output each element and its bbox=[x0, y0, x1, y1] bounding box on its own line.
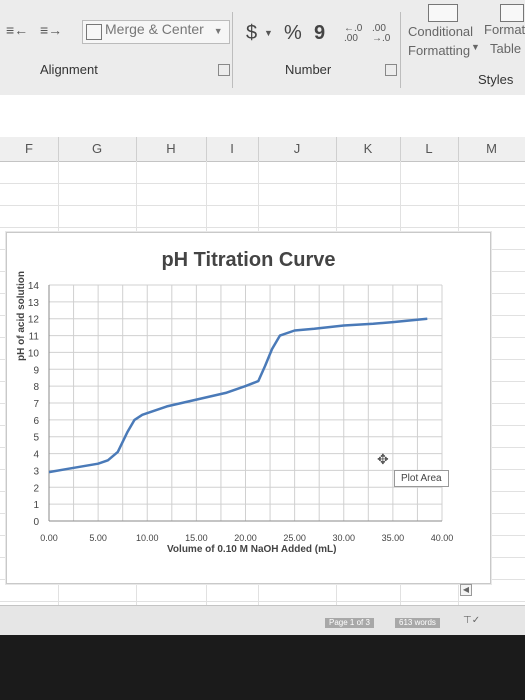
y-tick-label: 0 bbox=[33, 517, 39, 528]
series-line bbox=[48, 317, 428, 474]
alignment-launcher-icon[interactable] bbox=[218, 64, 230, 76]
x-axis-label[interactable]: Volume of 0.10 M NaOH Added (mL) bbox=[167, 544, 337, 555]
chevron-down-icon[interactable]: ▼ bbox=[471, 42, 480, 52]
accessibility-icon[interactable]: ⊤✓ bbox=[463, 615, 481, 626]
column-header-m[interactable]: M bbox=[458, 137, 525, 161]
x-tick-label: 40.00 bbox=[431, 533, 454, 543]
y-tick-label: 2 bbox=[33, 483, 39, 494]
increase-decimal-button[interactable]: ←.0 .00 bbox=[344, 23, 363, 44]
column-header-k[interactable]: K bbox=[336, 137, 401, 161]
merge-center-button[interactable]: Merge & Center ▼ bbox=[82, 20, 230, 44]
alignment-group-label: Alignment bbox=[40, 62, 98, 77]
gridline bbox=[0, 227, 525, 228]
decrease-decimal-button[interactable]: .00 →.0 bbox=[372, 23, 391, 44]
column-header-j[interactable]: J bbox=[258, 137, 337, 161]
x-tick-label: 30.00 bbox=[332, 533, 355, 543]
page-count-status: Page 1 of 3 bbox=[325, 618, 374, 628]
conditional-label-2: Formatting bbox=[408, 43, 471, 58]
y-tick-label: 9 bbox=[33, 365, 39, 376]
merge-icon bbox=[86, 24, 102, 40]
x-tick-label: 5.00 bbox=[89, 533, 107, 543]
percent-style-button[interactable]: % bbox=[284, 22, 302, 44]
currency-format-button[interactable]: $ bbox=[246, 22, 258, 44]
merge-center-label: Merge & Center bbox=[105, 21, 204, 37]
gridline bbox=[0, 183, 525, 184]
y-tick-label: 6 bbox=[33, 416, 39, 427]
y-tick-label: 10 bbox=[28, 348, 40, 359]
comma-style-button[interactable]: 9 bbox=[314, 22, 326, 44]
y-tick-label: 8 bbox=[33, 382, 39, 393]
y-tick-label: 7 bbox=[33, 399, 39, 410]
x-tick-label: 10.00 bbox=[136, 533, 159, 543]
gridline bbox=[0, 205, 525, 206]
x-tick-label: 25.00 bbox=[283, 533, 306, 543]
table-label[interactable]: Table bbox=[490, 41, 522, 56]
y-tick-label: 1 bbox=[33, 500, 39, 511]
x-tick-label: 20.00 bbox=[234, 533, 257, 543]
word-count-status: 613 words bbox=[395, 618, 440, 628]
column-header-h[interactable]: H bbox=[136, 137, 207, 161]
x-tick-label: 0.00 bbox=[40, 533, 58, 543]
increase-indent-icon[interactable]: ≡→ bbox=[40, 22, 63, 38]
plot-area-tooltip: Plot Area bbox=[394, 470, 449, 487]
ribbon: ≡← ≡→ Merge & Center ▼ $ ▼ % 9 ←.0 .00 .… bbox=[0, 0, 525, 96]
x-tick-label: 35.00 bbox=[382, 533, 405, 543]
conditional-label-1: Conditional bbox=[408, 24, 474, 39]
y-tick-label: 5 bbox=[33, 433, 39, 444]
scroll-left-arrow-icon[interactable]: ◀ bbox=[460, 584, 472, 596]
y-tick-label: 3 bbox=[33, 466, 39, 477]
move-cursor-icon: ✥ bbox=[377, 451, 389, 467]
chart-title[interactable]: pH Titration Curve bbox=[161, 249, 336, 271]
x-tick-label: 15.00 bbox=[185, 533, 208, 543]
y-tick-label: 12 bbox=[28, 315, 40, 326]
chevron-down-icon[interactable]: ▼ bbox=[264, 28, 273, 38]
chart-container[interactable]: pH Titration Curve pH of acid solution 0… bbox=[6, 232, 491, 584]
y-tick-label: 13 bbox=[28, 298, 40, 309]
conditional-formatting-button[interactable]: Conditional Formatting bbox=[408, 22, 473, 60]
format-as-table-label[interactable]: Format bbox=[484, 22, 525, 37]
column-header-l[interactable]: L bbox=[400, 137, 459, 161]
status-bar: Page 1 of 3 613 words ⊤✓ bbox=[0, 605, 525, 636]
conditional-formatting-icon[interactable] bbox=[428, 4, 458, 22]
y-tick-label: 11 bbox=[29, 332, 40, 343]
divider bbox=[232, 12, 233, 88]
number-group-label: Number bbox=[285, 62, 332, 77]
y-tick-label: 4 bbox=[33, 450, 39, 461]
column-header-f[interactable]: F bbox=[0, 137, 59, 161]
monitor-bezel bbox=[0, 635, 525, 700]
number-launcher-icon[interactable] bbox=[385, 64, 397, 76]
chevron-down-icon[interactable]: ▼ bbox=[213, 26, 223, 36]
y-tick-label: 14 bbox=[28, 281, 40, 292]
column-header-row: F G H I J K L M bbox=[0, 137, 525, 162]
gridline bbox=[0, 601, 525, 602]
column-header-g[interactable]: G bbox=[58, 137, 137, 161]
column-header-i[interactable]: I bbox=[206, 137, 259, 161]
decrease-indent-icon[interactable]: ≡← bbox=[6, 22, 29, 38]
format-as-table-icon[interactable] bbox=[500, 4, 524, 22]
styles-group-label: Styles bbox=[478, 72, 514, 87]
divider bbox=[400, 12, 401, 88]
